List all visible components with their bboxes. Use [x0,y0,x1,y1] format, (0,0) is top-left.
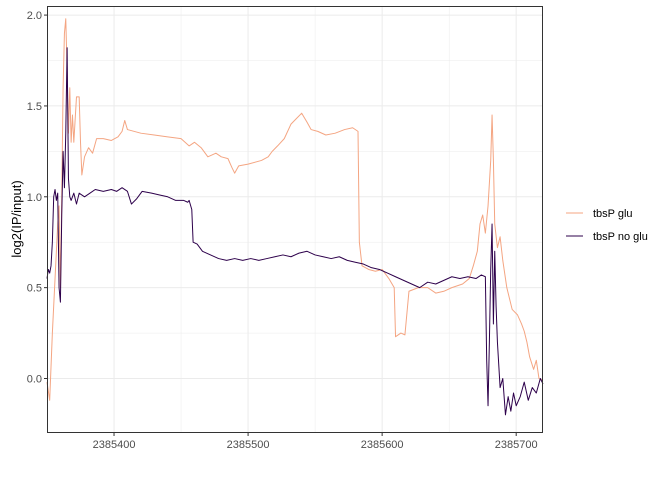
x-tick-label: 2385600 [361,439,404,451]
x-tick-label: 2385700 [495,439,538,451]
y-tick-label: 1.0 [27,192,42,204]
panel-border [47,6,543,433]
y-tick-label: 1.5 [27,101,42,113]
legend-label-1: tbsP glu [593,208,633,220]
grid-lines [47,6,543,433]
legend-label-2: tbsP no glu [593,231,648,243]
x-axis-ticks: 2385400 2385500 2385600 2385700 [93,433,538,451]
plot-panel [47,6,543,433]
y-tick-label: 0.5 [27,283,42,295]
series-line-2 [46,47,544,416]
x-tick-label: 2385400 [93,439,136,451]
y-axis-label: log2(IP/input) [9,180,24,257]
series-line-1 [46,18,544,401]
y-tick-label: 0.0 [27,373,42,385]
y-tick-label: 2.0 [27,10,42,22]
y-axis-ticks: 0.0 0.5 1.0 1.5 2.0 [27,10,47,385]
series-layer [46,18,544,416]
x-tick-label: 2385500 [227,439,270,451]
legend: tbsP glu tbsP no glu [566,208,648,243]
